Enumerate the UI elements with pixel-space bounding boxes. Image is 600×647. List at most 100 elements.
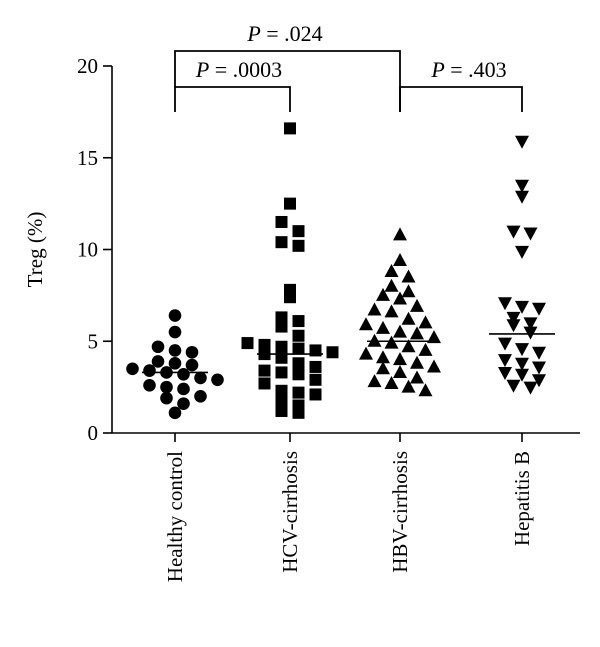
data-point [506,311,521,325]
data-point [401,311,416,325]
data-point [194,390,207,403]
data-point [168,344,182,357]
y-tick-label: 15 [77,146,98,170]
y-tick-label: 10 [77,238,98,262]
data-point [359,317,373,331]
p-value-label: P = .024 [246,21,322,46]
data-point [309,360,322,373]
data-point [384,335,399,349]
data-point [376,350,390,364]
data-point [523,381,538,395]
data-point [143,378,156,392]
data-point [367,302,382,316]
data-point [211,373,224,387]
data-point [523,326,538,340]
data-point [241,337,254,350]
significance-bracket [399,86,523,112]
data-point [515,190,529,204]
y-tick-label: 20 [77,54,98,78]
category-labels: Healthy control HCV-cirrhosis HBV-cirrhosi… [163,451,534,582]
category-label: Hepatitis B [510,451,534,546]
axes: 0 5 10 15 20 [77,54,580,445]
data-point [151,340,165,354]
data-point [258,338,271,351]
data-point [284,122,296,135]
data-point [177,367,190,381]
significance-brackets: P = .024 P = .0003 P = .403 [174,21,523,112]
data-point [292,368,305,381]
data-points [126,122,546,420]
data-point [506,379,521,393]
data-point [284,197,296,210]
data-point [275,340,288,353]
data-point [292,225,305,238]
data-point [401,339,416,353]
category-label: HBV-cirrhosis [388,451,412,573]
data-point [292,329,305,342]
category-label: HCV-cirrhosis [278,451,302,573]
data-point [376,287,390,301]
data-point [160,380,173,394]
p-symbol: P [195,57,209,82]
data-point [410,355,424,369]
data-point [410,326,424,340]
data-point [367,333,382,347]
data-point [292,342,305,355]
data-point [376,320,390,334]
data-point [292,386,305,399]
category-label: Healthy control [163,451,187,582]
data-point [410,370,424,384]
data-point [401,284,416,298]
data-point [384,375,399,389]
data-point [515,343,529,357]
data-point [393,253,407,267]
data-point [275,366,288,379]
data-point [275,215,288,228]
data-point [515,368,529,382]
data-point [275,236,288,249]
data-point [532,361,546,375]
data-point [384,278,399,292]
data-point [410,298,424,312]
data-point [393,291,407,305]
p-value-label: P = .403 [430,57,506,82]
data-point [309,373,322,386]
data-point [532,346,546,360]
data-point [376,361,390,375]
data-point [515,357,529,371]
data-point [515,245,529,259]
data-point [418,315,433,329]
data-point [498,354,512,368]
data-point [275,395,288,408]
data-point [427,359,441,373]
y-axis-label-group: Treg (%) [23,212,47,288]
data-point [168,309,182,322]
data-point [515,179,529,193]
data-point [384,264,399,278]
data-point [532,302,546,316]
data-point [523,227,538,241]
p-value-label: P = .0003 [195,57,282,82]
data-point [418,342,433,356]
p-symbol: P [430,57,444,82]
median-lines [142,333,555,374]
data-point [258,364,271,377]
data-point [515,135,529,149]
data-point [258,377,271,390]
data-point [185,358,199,372]
data-point [498,337,512,351]
data-point [168,325,182,339]
data-point [498,297,512,311]
data-point [359,346,373,360]
data-point [275,320,288,333]
data-point [275,384,288,397]
data-point [326,346,339,359]
data-point [523,317,538,331]
data-point [393,324,407,338]
p-value-text: = .0003 [209,57,282,82]
data-point [498,366,512,380]
data-point [384,304,399,318]
data-point [126,362,139,376]
data-point [177,382,190,396]
